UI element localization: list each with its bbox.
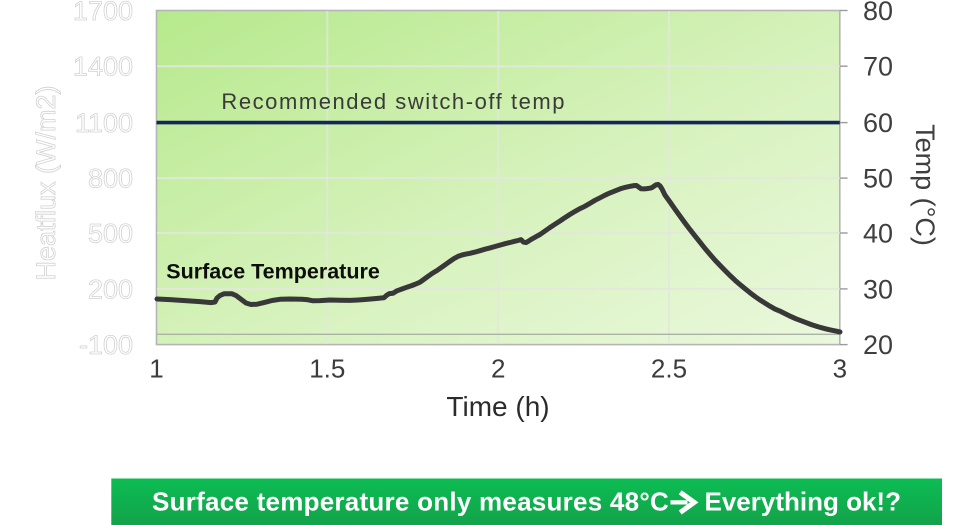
svg-text:3: 3 [833,354,847,384]
svg-text:1100: 1100 [75,108,133,138]
svg-text:-100: -100 [79,330,133,360]
svg-text:Everything ok!?: Everything ok!? [705,487,901,517]
svg-text:1400: 1400 [73,52,133,82]
svg-text:Time (h): Time (h) [446,391,549,422]
svg-text:Temp (°C): Temp (°C) [910,124,940,246]
svg-text:40: 40 [863,219,893,249]
svg-text:2: 2 [491,354,505,384]
svg-text:60: 60 [863,108,893,138]
svg-text:Surface temperature only measu: Surface temperature only measures 48°C [152,487,669,517]
svg-text:200: 200 [88,274,133,304]
svg-text:800: 800 [88,164,133,194]
svg-text:1: 1 [149,354,163,384]
svg-text:500: 500 [88,219,133,249]
svg-text:30: 30 [863,274,893,304]
svg-text:2.5: 2.5 [651,354,687,384]
svg-text:20: 20 [863,330,893,360]
svg-text:70: 70 [863,52,893,82]
svg-text:1700: 1700 [73,0,133,26]
svg-text:1.5: 1.5 [309,354,345,384]
svg-text:Recommended switch-off temp: Recommended switch-off temp [221,89,566,114]
svg-text:Heatflux (W/m2): Heatflux (W/m2) [31,85,61,280]
svg-text:80: 80 [863,0,893,26]
svg-text:50: 50 [863,164,893,194]
svg-text:Surface Temperature: Surface Temperature [166,259,380,283]
